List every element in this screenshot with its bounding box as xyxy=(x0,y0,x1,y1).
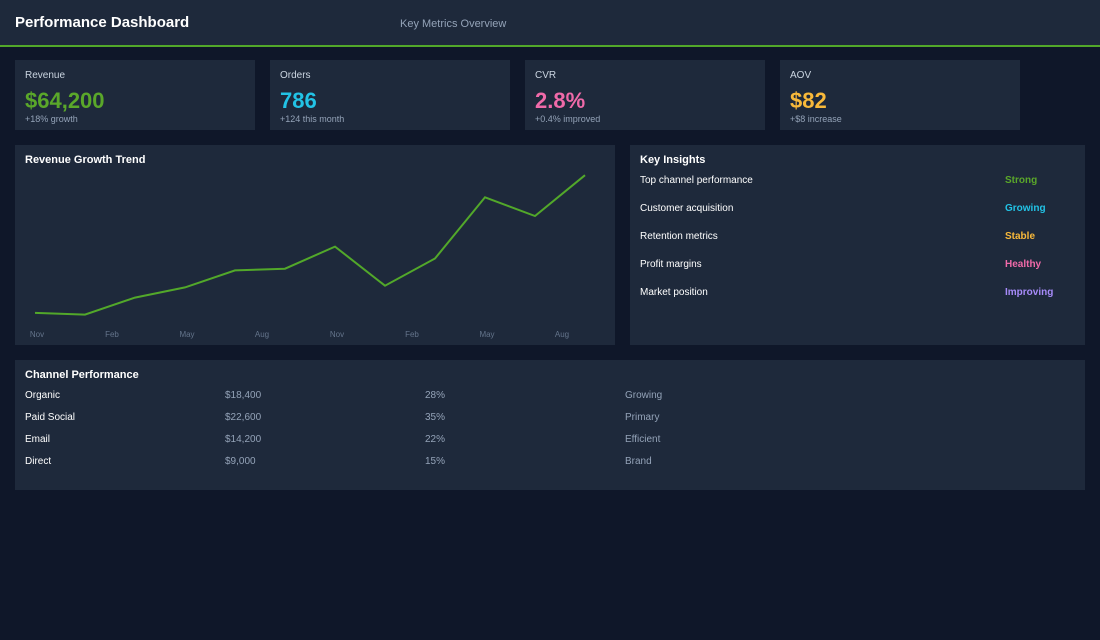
channel-cell: Email xyxy=(25,434,51,445)
x-tick-label: May xyxy=(179,330,194,339)
chart-panel: Revenue Growth Trend Nov Feb May Aug Nov Feb M… xyxy=(15,145,615,345)
page-subtitle: Key Metrics Overview xyxy=(400,18,507,30)
channel-cell: Organic xyxy=(25,390,61,401)
insight-row: Profit margins Healthy xyxy=(640,259,1075,270)
kpi-card: CVR 2.8% +0.4% improved xyxy=(525,60,765,130)
channel-cell: 22% xyxy=(425,434,446,445)
chart-title: Revenue Growth Trend xyxy=(25,154,146,166)
x-tick-label: May xyxy=(479,330,494,339)
kpi-value: $64,200 xyxy=(25,88,105,113)
kpi-label: Revenue xyxy=(25,70,66,81)
x-tick-label: Aug xyxy=(255,330,269,339)
channels-title: Channel Performance xyxy=(25,369,139,381)
kpi-label: Orders xyxy=(280,70,311,81)
kpi-value: $82 xyxy=(790,88,827,113)
insights-title: Key Insights xyxy=(640,154,706,166)
channel-cell: 28% xyxy=(425,390,446,401)
channel-cell: $14,200 xyxy=(225,434,262,445)
insight-label: Retention metrics xyxy=(640,231,718,242)
insight-status: Stable xyxy=(1005,231,1036,242)
kpi-note: +$8 increase xyxy=(790,114,842,124)
insight-label: Customer acquisition xyxy=(640,203,734,214)
insight-status: Healthy xyxy=(1005,259,1042,270)
channel-cell: $18,400 xyxy=(225,390,262,401)
insight-label: Market position xyxy=(640,287,708,298)
x-tick-label: Feb xyxy=(405,330,419,339)
kpi-label: CVR xyxy=(535,70,557,81)
kpi-card: Revenue $64,200 +18% growth xyxy=(15,60,255,130)
channel-cell: Direct xyxy=(25,456,52,467)
channel-cell: Efficient xyxy=(625,434,661,445)
insight-row: Top channel performance Strong xyxy=(640,175,1075,186)
x-tick-label: Feb xyxy=(105,330,119,339)
channel-cell: $9,000 xyxy=(225,456,256,467)
insight-status: Growing xyxy=(1005,203,1046,214)
insight-label: Profit margins xyxy=(640,259,702,270)
kpi-label: AOV xyxy=(790,70,812,81)
insight-status: Strong xyxy=(1005,175,1038,186)
kpi-value: 786 xyxy=(280,88,317,113)
channel-cell: 15% xyxy=(425,456,446,467)
insights-panel: Key Insights Top channel performance Stro… xyxy=(630,145,1085,345)
channel-cell: Paid Social xyxy=(25,412,76,423)
x-tick-label: Aug xyxy=(555,330,569,339)
channel-cell: 35% xyxy=(425,412,446,423)
page-title: Performance Dashboard xyxy=(15,14,190,31)
channels-panel: Channel Performance Organic $18,400 28% Gro… xyxy=(15,360,1085,490)
header: Performance Dashboard Key Metrics Overvi… xyxy=(0,0,1100,47)
x-tick-label: Nov xyxy=(330,330,344,339)
channel-cell: Primary xyxy=(625,412,660,423)
channel-cell: Growing xyxy=(625,390,663,401)
insight-row: Market position Improving xyxy=(640,287,1075,298)
insight-label: Top channel performance xyxy=(640,175,753,186)
kpi-value: 2.8% xyxy=(535,88,586,113)
kpi-note: +124 this month xyxy=(280,114,345,124)
chart: Nov Feb May Aug Nov Feb May Aug xyxy=(30,174,586,339)
insight-row: Retention metrics Stable xyxy=(640,231,1075,242)
insight-row: Customer acquisition Growing xyxy=(640,203,1075,214)
kpi-note: +0.4% improved xyxy=(535,114,601,124)
kpi-note: +18% growth xyxy=(25,114,78,124)
insight-status: Improving xyxy=(1005,287,1054,298)
kpi-card: AOV $82 +$8 increase xyxy=(780,60,1020,130)
channel-cell: Brand xyxy=(625,456,652,467)
trend-line xyxy=(34,174,586,316)
kpi-card: Orders 786 +124 this month xyxy=(270,60,510,130)
channel-cell: $22,600 xyxy=(225,412,262,423)
x-tick-label: Nov xyxy=(30,330,44,339)
